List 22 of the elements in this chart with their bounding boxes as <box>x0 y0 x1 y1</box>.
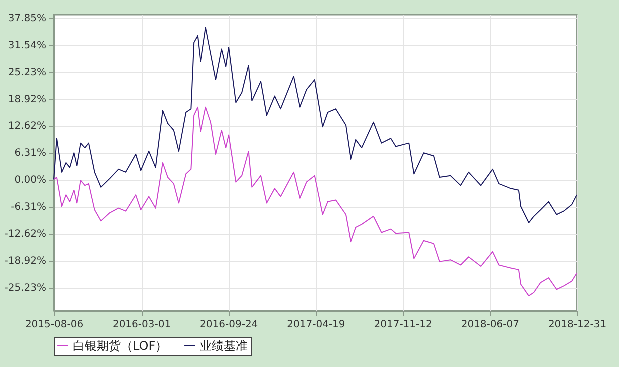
x-tick-label: 2016-09-24 <box>200 320 258 330</box>
line-series <box>54 27 578 224</box>
y-tick-label: 37.85% <box>8 13 46 24</box>
x-tick-label: 2018-06-07 <box>461 320 520 330</box>
y-tick-label: -12.62% <box>4 229 46 240</box>
x-tick-label: 2015-08-06 <box>25 320 84 330</box>
x-tick-label: 2016-03-01 <box>112 320 172 330</box>
x-tick-label: 2018-12-31 <box>548 320 607 330</box>
y-tick-label: 0.00% <box>14 175 46 186</box>
y-tick-label: 6.31% <box>14 148 46 160</box>
x-tick-label: 2017-04-19 <box>287 320 346 330</box>
line-series <box>54 106 578 297</box>
y-tick-label: -18.92% <box>4 256 46 268</box>
x-tick-label: 2017-11-12 <box>374 320 432 330</box>
legend-label: 业绩基准 <box>200 339 248 353</box>
y-tick-label: 12.62% <box>8 121 46 132</box>
y-tick-label: 18.92% <box>8 94 46 106</box>
y-tick-label: -25.23% <box>4 283 46 294</box>
y-tick-label: 31.54% <box>8 40 46 52</box>
legend-label: 白银期货（LOF） <box>73 339 168 353</box>
y-tick-label: -6.31% <box>11 202 46 214</box>
y-tick-label: 25.23% <box>8 67 46 78</box>
